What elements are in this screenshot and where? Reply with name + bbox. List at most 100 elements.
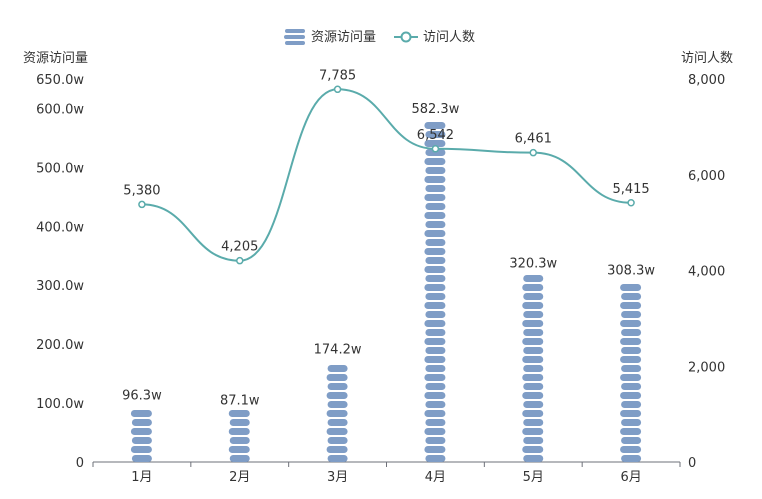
bar-segment (523, 401, 544, 408)
bar-segment (326, 446, 348, 453)
bar-segment (424, 302, 446, 309)
legend-bar-label: 资源访问量 (311, 30, 376, 45)
line-value-label: 5,380 (123, 183, 160, 198)
bar-segment (523, 347, 544, 354)
y-left-axis-name: 资源访问量 (23, 51, 88, 66)
line-point[interactable] (529, 148, 537, 157)
bar-segment (620, 446, 642, 453)
bar-labels: 96.3w 87.1w 174.2w 582.3w 320.3w 308.3w (122, 102, 655, 409)
bar-segment (523, 419, 544, 426)
line-series (138, 85, 635, 265)
y-left-tick-label: 400.0w (36, 220, 84, 235)
bar-segment (326, 374, 348, 381)
y-left-tick-label: 300.0w (36, 279, 84, 294)
bar[interactable] (522, 275, 544, 462)
bar-segment (424, 320, 446, 327)
bar-segment (621, 455, 642, 462)
bar[interactable] (130, 410, 152, 462)
bar-segment (621, 365, 642, 372)
bar-segment (522, 302, 544, 309)
bar-segment (621, 311, 642, 318)
bar-segment (424, 212, 446, 219)
bar-segment (424, 158, 446, 165)
bar-segment (130, 410, 152, 417)
bar-segment (425, 131, 446, 138)
line-point[interactable] (333, 85, 342, 94)
line-point[interactable] (236, 256, 244, 265)
bar-segment (620, 338, 642, 345)
line-value-label: 6,461 (515, 132, 552, 147)
bar-segment (229, 419, 250, 426)
bar-segment (621, 329, 642, 336)
bar-segment (522, 374, 544, 381)
line-point[interactable] (431, 145, 440, 153)
legend-bar-icon (284, 29, 305, 45)
y-left-tick-label: 600.0w (36, 102, 84, 117)
bar-segment (327, 383, 348, 390)
bar-value-label: 87.1w (220, 394, 260, 409)
bar-segment (424, 140, 446, 147)
bar-segment (425, 329, 446, 336)
bar-segment (620, 320, 642, 327)
legend-item-line[interactable]: 访问人数 (394, 30, 475, 45)
bar-segment (425, 383, 446, 390)
bar-segment (425, 167, 446, 174)
bar-segment (522, 320, 544, 327)
y-left-tick-label: 100.0w (36, 397, 84, 412)
bar-segment (327, 401, 348, 408)
x-tick-label: 5月 (523, 470, 544, 485)
y-left-tick-label: 650.0w (36, 73, 84, 88)
bar-segment (522, 356, 544, 363)
bar-segment (425, 365, 446, 372)
y-right-tick-label: 0 (688, 456, 696, 471)
bar-segment (228, 428, 250, 435)
line-path (141, 88, 632, 262)
y-right-tick-label: 4,000 (688, 265, 725, 280)
bar-segment (425, 437, 446, 444)
bar-segment (522, 338, 544, 345)
bar-segment (229, 437, 250, 444)
line-value-label: 4,205 (221, 240, 258, 255)
bar-segment (327, 419, 348, 426)
bar[interactable] (620, 284, 642, 462)
bar-segment (424, 338, 446, 345)
bar-segment (424, 356, 446, 363)
bar-value-label: 320.3w (509, 256, 557, 271)
bar-segment (327, 455, 348, 462)
x-tick-label: 4月 (425, 470, 446, 485)
line-point[interactable] (138, 200, 146, 209)
legend-item-bar[interactable]: 资源访问量 (284, 29, 376, 45)
line-point[interactable] (627, 199, 635, 207)
bar-segment (425, 455, 446, 462)
bar-segment (621, 419, 642, 426)
bar-segment (425, 311, 446, 318)
legend[interactable]: 资源访问量 访问人数 (284, 29, 475, 45)
x-tick-label: 1月 (131, 470, 152, 485)
bar-value-label: 96.3w (122, 388, 162, 403)
y-left-axis: 0 100.0w 200.0w 300.0w 400.0w 500.0w 600.0w 650… (36, 73, 84, 471)
y-right-tick-label: 8,000 (688, 73, 725, 88)
bar-segment (620, 284, 642, 291)
bar-value-label: 308.3w (607, 263, 655, 278)
bar-segment (326, 410, 348, 417)
bar-segment (424, 392, 446, 399)
bar-segment (424, 410, 446, 417)
bar[interactable] (228, 410, 250, 462)
legend-line-label: 访问人数 (423, 30, 475, 45)
y-right-axis: 0 2,000 4,000 6,000 8,000 (688, 73, 725, 471)
bar-segment (327, 365, 348, 372)
legend-line-icon (394, 31, 418, 43)
bar-segment (425, 419, 446, 426)
bar[interactable] (326, 365, 348, 462)
bar-segment (620, 428, 642, 435)
bar-segment (522, 410, 544, 417)
bar[interactable] (424, 122, 446, 462)
bar-segment (523, 311, 544, 318)
bar-segment (523, 383, 544, 390)
bar-segment (131, 437, 152, 444)
bar-series (130, 122, 642, 462)
bar-segment (228, 410, 250, 417)
bar-segment (424, 266, 446, 273)
bar-segment (621, 437, 642, 444)
